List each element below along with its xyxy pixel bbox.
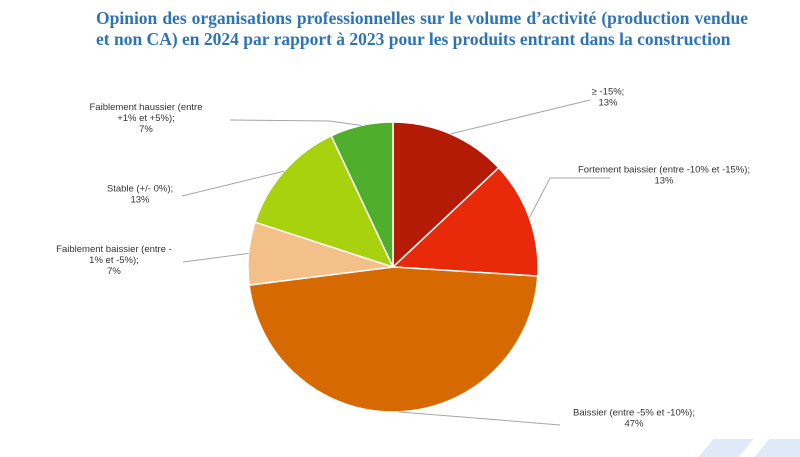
pie-slice — [392, 121, 500, 269]
leader-line — [528, 177, 610, 219]
slice-label: Faiblement baissier (entre -1% et -5%); 7… — [56, 244, 172, 277]
chart-title: Opinion des organisations professionnell… — [96, 8, 748, 49]
leader-line — [397, 411, 561, 426]
leader-line — [450, 99, 591, 135]
leader-line — [229, 119, 362, 126]
leader-line — [182, 252, 249, 263]
leader-lines — [181, 99, 610, 426]
slice-label: Baissier (entre -5% et -10%); 47% — [573, 408, 695, 430]
pie-slice — [254, 134, 395, 269]
slice-label: Stable (+/- 0%); 13% — [107, 184, 173, 206]
slice-label: Fortement baissier (entre -10% et -15%);… — [578, 165, 750, 187]
slice-labels: ≥ -15%; 13% Fortement baissier (entre -10%… — [56, 87, 750, 430]
slice-label: Faiblement haussier (entre +1% et +5%); 7% — [90, 102, 203, 135]
leader-line — [181, 170, 285, 197]
pie-slice — [248, 266, 539, 413]
slice-label: ≥ -15%; 13% — [592, 87, 625, 109]
pie-slices — [247, 121, 539, 413]
